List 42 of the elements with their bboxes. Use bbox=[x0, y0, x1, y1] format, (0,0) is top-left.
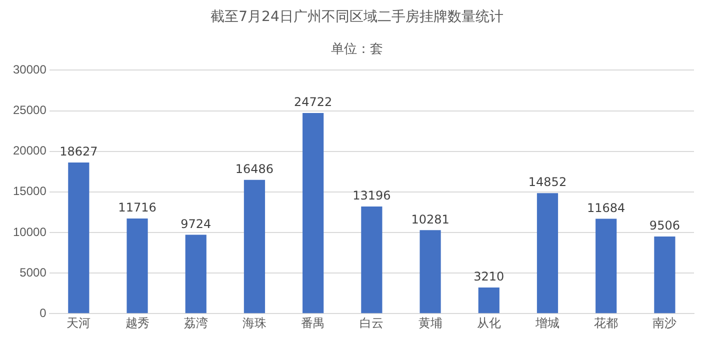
bar bbox=[361, 206, 382, 314]
data-label: 24722 bbox=[294, 95, 332, 110]
x-tick-label: 天河 bbox=[66, 316, 91, 330]
data-label: 11716 bbox=[118, 200, 156, 215]
y-tick-label: 5000 bbox=[20, 265, 47, 280]
x-tick-label: 增城 bbox=[534, 316, 560, 330]
data-label: 16486 bbox=[235, 162, 274, 176]
x-tick-label: 花都 bbox=[594, 316, 618, 330]
x-tick-label: 海珠 bbox=[242, 316, 266, 330]
y-tick-label: 15000 bbox=[12, 184, 47, 198]
bar bbox=[478, 288, 500, 314]
bar bbox=[68, 162, 90, 314]
bar bbox=[244, 180, 266, 314]
x-tick-label: 从化 bbox=[476, 316, 501, 330]
chart-subtitle: 单位：套 bbox=[330, 41, 384, 58]
x-tick-label: 黄埔 bbox=[418, 316, 442, 330]
data-label: 13196 bbox=[352, 188, 391, 203]
data-label: 9724 bbox=[180, 216, 212, 231]
data-label: 14852 bbox=[528, 175, 567, 190]
x-tick-label: 南沙 bbox=[652, 316, 677, 330]
x-tick-label: 白云 bbox=[360, 316, 384, 330]
bar bbox=[185, 234, 206, 314]
bar bbox=[596, 218, 617, 314]
data-label: 18627 bbox=[60, 144, 98, 159]
data-label: 10281 bbox=[411, 212, 450, 226]
bar bbox=[536, 193, 558, 314]
bar bbox=[654, 236, 676, 314]
x-tick-label: 番禺 bbox=[301, 316, 326, 330]
bar bbox=[420, 230, 441, 314]
x-tick-label: 荔湾 bbox=[184, 316, 208, 330]
bar bbox=[126, 218, 148, 314]
x-tick-label: 越秀 bbox=[125, 316, 150, 330]
y-tick-label: 20000 bbox=[12, 144, 47, 158]
bar bbox=[302, 113, 324, 314]
y-tick-label: 30000 bbox=[12, 62, 47, 77]
data-label: 9506 bbox=[649, 218, 680, 233]
data-label: 3210 bbox=[474, 270, 504, 284]
chart-title: 截至7月24日广州不同区域二手房挂牌数量统计 bbox=[210, 8, 504, 26]
y-tick-label: 0 bbox=[40, 306, 47, 320]
data-label: 11684 bbox=[587, 200, 626, 215]
y-tick-label: 25000 bbox=[12, 103, 47, 118]
y-tick-label: 10000 bbox=[12, 224, 47, 239]
